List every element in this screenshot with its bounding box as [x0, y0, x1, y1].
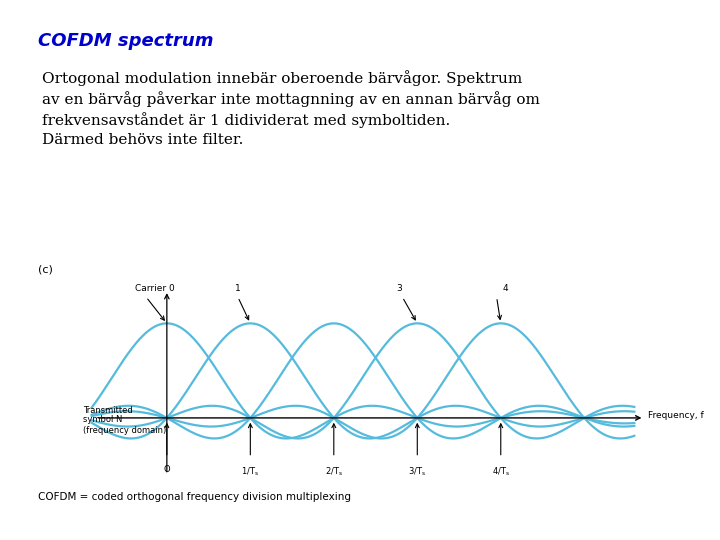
Text: 1: 1 — [235, 284, 240, 293]
Text: Ortogonal modulation innebär oberoende bärvågor. Spektrum: Ortogonal modulation innebär oberoende b… — [42, 70, 522, 86]
Text: symbol N: symbol N — [84, 415, 122, 424]
Text: Transmitted: Transmitted — [84, 406, 133, 415]
Text: COFDM spectrum: COFDM spectrum — [38, 32, 214, 50]
Text: Frequency, f: Frequency, f — [648, 410, 703, 420]
Text: frekvensavståndet är 1 didividerat med symboltiden.: frekvensavståndet är 1 didividerat med s… — [42, 112, 450, 128]
Text: $\mathregular{4/T_s}$: $\mathregular{4/T_s}$ — [492, 465, 510, 478]
Text: COFDM = coded orthogonal frequency division multiplexing: COFDM = coded orthogonal frequency divis… — [38, 492, 351, 502]
Text: (frequency domain): (frequency domain) — [84, 426, 166, 435]
Text: O: O — [163, 465, 170, 474]
Text: 3: 3 — [396, 284, 402, 293]
Text: Carrier 0: Carrier 0 — [135, 284, 175, 293]
Text: (c): (c) — [38, 265, 53, 275]
Text: $\mathregular{1/T_s}$: $\mathregular{1/T_s}$ — [241, 465, 259, 478]
Text: $\mathregular{3/T_s}$: $\mathregular{3/T_s}$ — [408, 465, 426, 478]
Text: $\mathregular{2/T_s}$: $\mathregular{2/T_s}$ — [325, 465, 343, 478]
Text: 4: 4 — [502, 284, 508, 293]
Text: Därmed behövs inte filter.: Därmed behövs inte filter. — [42, 133, 243, 147]
Text: av en bärvåg påverkar inte mottagnning av en annan bärvåg om: av en bärvåg påverkar inte mottagnning a… — [42, 91, 540, 107]
